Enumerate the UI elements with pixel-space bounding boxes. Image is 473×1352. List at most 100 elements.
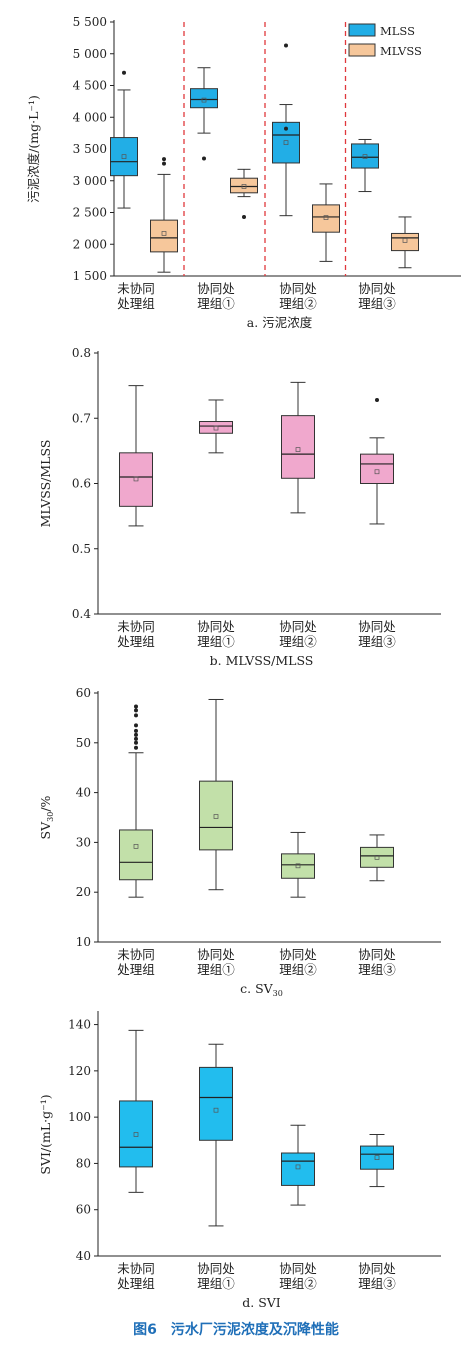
chart-d-ytick-label-3: 100 [68,1110,91,1124]
chart-a-ytick-label-5: 4 000 [73,110,107,124]
chart-a-ytick-label-2: 2 500 [73,206,107,220]
chart-a-subtitle: a. 污泥浓度 [247,315,313,330]
ylabel-suffix: /% [38,795,53,811]
box-0-0-0-outlier-0 [122,70,126,75]
chart-a-xtick-label-2-0: 协同处 [279,281,317,296]
box-2-3-mean-marker [374,854,380,860]
chart-b-ytick-label-0: 0.4 [72,607,91,621]
chart-c-xtick-label-3-1: 理组③ [358,962,396,977]
chart-a-ytick-label-3: 3 000 [73,174,107,188]
legend-swatch-0 [348,23,376,37]
chart-b-ytick-label-1: 0.5 [72,542,91,556]
chart-b-xtick-label-3-0: 协同处 [358,619,396,634]
legend-label-0: MLSS [380,24,415,38]
box-1-2-iqr-box [281,415,315,479]
chart-d-xtick-label-2-1: 理组② [279,1276,317,1291]
box-1-3-mean-marker [374,469,380,475]
chart-b-xtick-label-1-0: 协同处 [197,619,235,634]
ylabel-subscript: 30 [46,812,55,822]
box-2-0-outlier-8 [134,704,138,709]
chart-a-ylabel: 污泥浓度/(mg·L⁻¹) [26,95,41,203]
chart-c-xtick-label-1-1: 理组① [197,962,235,977]
box-3-2-mean-marker [295,1164,301,1170]
chart-b-xtick-label-0-0: 未协同 [117,619,155,634]
box-1-2-mean-marker [295,447,301,452]
box-3-3-mean-marker [374,1155,380,1160]
box-2-0-outlier-5 [134,723,138,728]
chart-b-subtitle: b. MLVSS/MLSS [210,653,314,668]
box-0-0-1-outlier-0 [162,161,166,166]
chart-d: 406080100120140未协同处理组协同处理组①协同处理组②协同处理组③S… [38,1011,441,1310]
box-0-2-0-outlier-0 [284,43,288,48]
chart-d-ytick-label-1: 60 [76,1203,91,1217]
chart-a-ytick-label-7: 5 000 [73,47,107,61]
chart-c-xtick-label-3-0: 协同处 [358,947,396,962]
box-0-2-0-mean-marker [283,140,289,145]
chart-b-ytick-label-4: 0.8 [72,346,91,360]
chart-d-ylabel: SVI/(mL·g⁻¹) [38,1094,53,1174]
legend-swatch-1 [348,43,376,57]
chart-a-xtick-label-1-1: 理组① [197,296,235,311]
chart-c-ytick-label-4: 50 [76,736,91,750]
box-2-0-outlier-3 [134,732,138,737]
box-3-1-iqr-box [199,1066,233,1141]
box-0-1-1-mean-marker [241,184,247,189]
chart-c-ytick-label-5: 60 [76,686,91,700]
chart-d-ytick-label-5: 140 [68,1018,91,1032]
box-2-3-iqr-box [360,846,394,868]
chart-a: 1 500 2 000 2 500 3 000 3 500 4 000 4 500 5 000… [26,15,461,330]
chart-d-ytick-label-4: 120 [68,1064,91,1078]
chart-c-xtick-label-0-0: 未协同 [117,947,155,962]
chart-b-xtick-label-0-1: 处理组 [117,634,155,649]
chart-d-xtick-label-3-1: 理组③ [358,1276,396,1291]
chart-a-legend: MLSS MLVSS [348,23,422,58]
box-1-3-outlier-0 [375,397,379,402]
box-2-0-iqr-box [119,829,153,881]
box-0-3-0-mean-marker [362,154,368,159]
box-0-0-1-outlier-1 [162,157,166,162]
chart-a-xtick-label-2-1: 理组② [279,296,317,311]
chart-d-xtick-label-0-0: 未协同 [117,1261,155,1276]
box-2-0-outlier-4 [134,728,138,733]
chart-b-ytick-label-2: 0.6 [72,477,91,491]
box-1-0-mean-marker [133,476,139,482]
chart-a-ytick-label-6: 4 500 [73,79,107,93]
box-0-0-0-iqr-box [110,137,138,177]
chart-a-xtick-label-3-1: 理组③ [358,296,396,311]
chart-c-ytick-label-0: 10 [76,935,91,949]
chart-a-ytick-label-4: 3 500 [73,142,107,156]
chart-b-xtick-label-3-1: 理组③ [358,634,396,649]
chart-d-ytick-label-2: 80 [76,1156,91,1170]
box-2-2-iqr-box [281,853,315,879]
chart-a-xtick-label-0-1: 处理组 [117,296,155,311]
box-2-1-iqr-box [199,780,233,851]
chart-c-xtick-label-2-1: 理组② [279,962,317,977]
box-1-1-iqr-box [199,421,233,434]
box-0-0-1-iqr-box [150,219,178,253]
box-2-2-mean-marker [295,863,301,869]
box-3-0-mean-marker [133,1132,139,1137]
box-0-3-1-mean-marker [402,238,408,243]
chart-a-xtick-label-1-0: 协同处 [197,281,235,296]
chart-a-ytick-label-8: 5 500 [73,15,107,29]
box-2-0-outlier-7 [134,708,138,713]
chart-a-ytick-label-0: 1 500 [73,269,107,283]
box-0-2-1-iqr-box [312,204,340,233]
chart-b-xtick-label-2-1: 理组② [279,634,317,649]
box-2-0-outlier-0 [134,745,138,750]
chart-d-xtick-label-3-0: 协同处 [358,1261,396,1276]
ylabel-main: SV [38,821,53,840]
chart-c-ytick-label-2: 30 [76,835,91,849]
box-0-3-1-iqr-box [391,232,419,252]
box-3-0-iqr-box [119,1100,153,1168]
chart-c-xtick-label-2-0: 协同处 [279,947,317,962]
box-0-1-0-outlier-0 [202,156,206,161]
chart-b-ytick-label-3: 0.7 [72,411,91,425]
box-0-2-0-outlier-1 [284,126,288,131]
chart-d-ytick-label-0: 40 [76,1249,91,1263]
chart-a-ytick-label-1: 2 000 [73,237,107,251]
chart-a-xtick-label-0-0: 未协同 [117,281,155,296]
box-0-0-1-mean-marker [161,231,167,236]
chart-c-ytick-label-3: 40 [76,786,91,800]
